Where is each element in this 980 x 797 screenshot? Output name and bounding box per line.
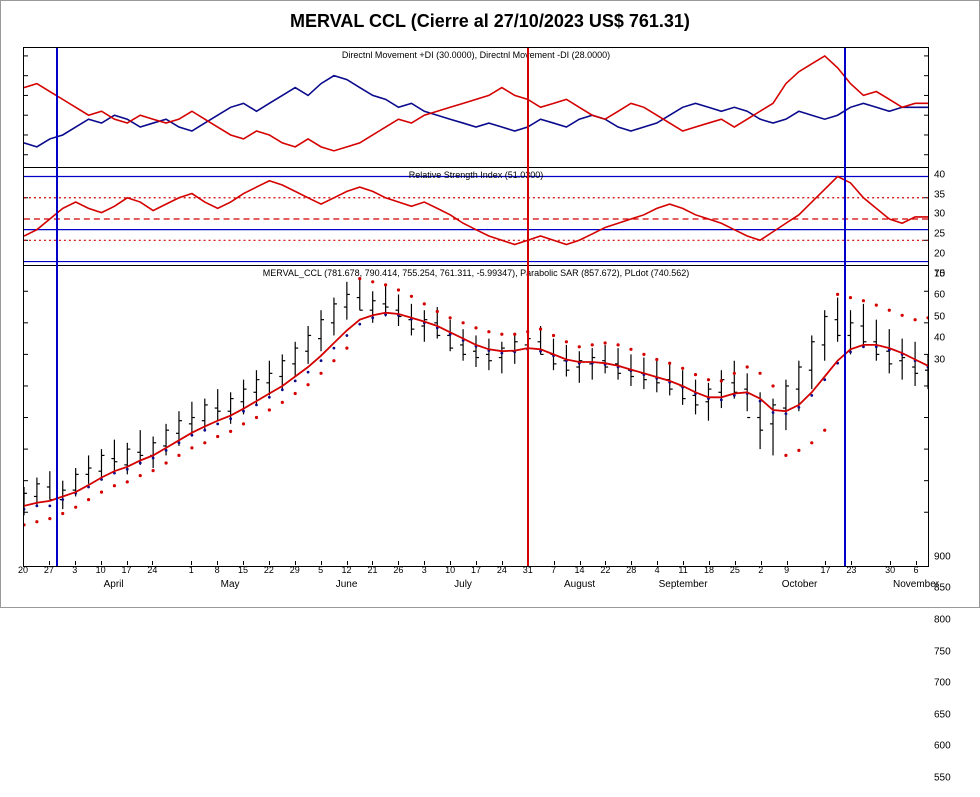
x-tick-day: 17 [820,565,830,575]
x-tick-month: May [221,579,240,590]
y-tick: 650 [934,709,951,720]
rsi-y-axis: 30 40 50 60 70 [932,265,974,363]
x-tick-day: 31 [523,565,533,575]
rsi-panel: Relative Strength Index (51.0300) 304050… [24,168,928,267]
y-tick: 25 [934,229,945,240]
dmi-panel-title: Directnl Movement +DI (30.0000), Directn… [342,50,610,60]
x-tick-day: 5 [318,565,323,575]
x-tick-day: 17 [471,565,481,575]
x-tick-day: 20 [18,565,28,575]
x-tick-day: 23 [846,565,856,575]
y-tick: 35 [934,189,945,200]
x-tick-month: April [104,579,124,590]
x-tick-day: 9 [784,565,789,575]
chart-area: Directnl Movement +DI (30.0000), Directn… [23,47,929,567]
x-tick-day: 22 [600,565,610,575]
y-tick: 900 [934,551,951,562]
rsi-panel-title: Relative Strength Index (51.0300) [409,170,544,180]
dmi-chart [24,48,928,167]
x-tick-day: 4 [655,565,660,575]
y-tick: 800 [934,614,951,625]
y-tick: 70 [934,268,945,279]
x-tick-day: 24 [147,565,157,575]
price-panel: MERVAL_CCL (781.678, 790.414, 755.254, 7… [24,266,928,531]
dmi-panel: Directnl Movement +DI (30.0000), Directn… [24,48,928,168]
x-tick-day: 24 [497,565,507,575]
x-tick-month: October [782,579,818,590]
x-tick-month: July [454,579,472,590]
y-tick: 30 [934,354,945,365]
x-tick-day: 8 [215,565,220,575]
y-tick: 600 [934,741,951,752]
marker-line-blue-1 [56,48,58,566]
y-tick: 700 [934,678,951,689]
x-tick-day: 6 [914,565,919,575]
x-tick-day: 22 [264,565,274,575]
price-y-axis: 550600650700750800850900 [932,532,974,797]
x-tick-day: 26 [393,565,403,575]
x-tick-month: September [659,579,708,590]
rsi-chart [24,168,928,266]
x-tick-day: 18 [704,565,714,575]
y-tick: 60 [934,290,945,301]
x-tick-day: 1 [189,565,194,575]
x-tick-day: 30 [885,565,895,575]
x-tick-day: 15 [238,565,248,575]
y-tick: 50 [934,311,945,322]
x-tick-day: 10 [96,565,106,575]
y-tick: 40 [934,333,945,344]
x-tick-day: 12 [342,565,352,575]
x-tick-day: 3 [422,565,427,575]
x-tick-month: June [336,579,358,590]
x-tick-day: 28 [626,565,636,575]
x-tick-day: 21 [367,565,377,575]
y-tick: 20 [934,249,945,260]
y-tick: 550 [934,772,951,783]
x-tick-month: August [564,579,595,590]
x-tick-month: November [893,579,939,590]
y-tick: 750 [934,646,951,657]
x-tick-day: 17 [122,565,132,575]
x-axis: 2027310172418152229512212631017243171422… [23,565,929,599]
price-panel-title: MERVAL_CCL (781.678, 790.414, 755.254, 7… [263,268,689,278]
x-tick-day: 3 [72,565,77,575]
price-chart [24,266,928,531]
marker-line-red-1 [527,48,529,566]
x-tick-day: 7 [551,565,556,575]
x-tick-day: 25 [730,565,740,575]
x-tick-day: 29 [290,565,300,575]
x-tick-day: 11 [678,565,687,575]
y-tick: 30 [934,209,945,220]
marker-line-blue-2 [844,48,846,566]
page-title: MERVAL CCL (Cierre al 27/10/2023 US$ 761… [1,1,979,38]
y-tick: 40 [934,169,945,180]
x-tick-day: 14 [575,565,585,575]
x-tick-day: 27 [44,565,54,575]
x-tick-day: 2 [758,565,763,575]
x-tick-day: 10 [445,565,455,575]
